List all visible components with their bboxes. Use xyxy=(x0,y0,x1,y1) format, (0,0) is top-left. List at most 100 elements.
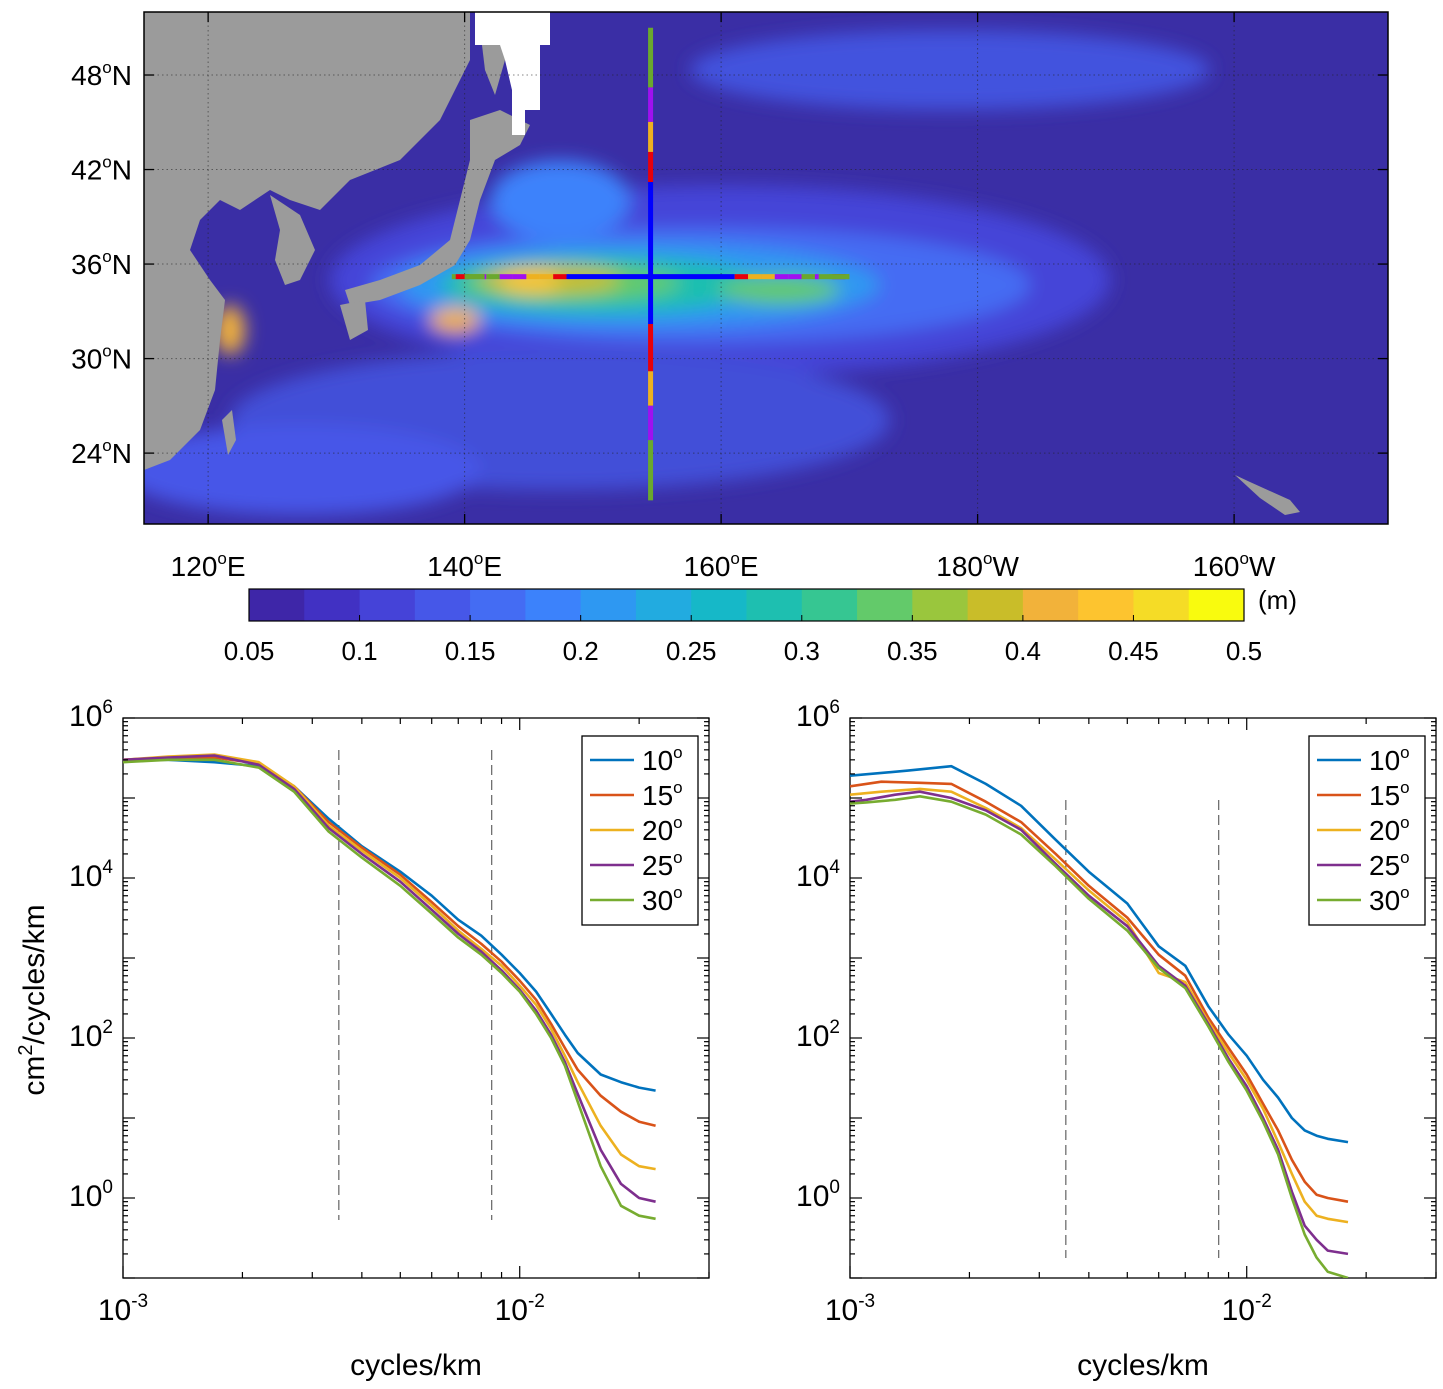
colorbar: 0.05 0.1 0.15 0.2 0.25 0.3 0.35 0.4 0.45 0.5 (m) xyxy=(224,585,1297,666)
colorbar-cell xyxy=(359,589,416,621)
colorbar-cell xyxy=(414,589,471,621)
colorbar-tick-label: 0.35 xyxy=(887,636,938,666)
colorbar-tick-label: 0.4 xyxy=(1005,636,1041,666)
korea xyxy=(270,195,315,285)
colorbar-cell xyxy=(635,589,692,621)
spectrum-line-30 xyxy=(123,758,656,1221)
colorbar-cell xyxy=(746,589,803,621)
spectrum-panel-left: 10-3 10-2 100 102 104 106 cycles/km cm2/cycle… xyxy=(15,697,710,1382)
panel-left-xlabel: cycles/km xyxy=(350,1349,482,1382)
legend-label: 20o xyxy=(642,813,683,846)
panel-left-lines xyxy=(123,750,656,1221)
colorbar-cells xyxy=(249,589,1245,621)
asia-mainland xyxy=(144,12,470,470)
taiwan xyxy=(222,410,236,455)
map-lat-label: 42oN xyxy=(71,153,132,186)
spectrum-line-20 xyxy=(123,753,656,1171)
hawaii xyxy=(1235,475,1300,515)
legend-label: 30o xyxy=(1369,883,1410,916)
legend-label: 15o xyxy=(1369,778,1410,811)
map-grid xyxy=(144,12,1388,524)
colorbar-tick-label: 0.5 xyxy=(1226,636,1262,666)
map-lat-label: 30oN xyxy=(71,342,132,375)
colorbar-cell xyxy=(801,589,858,621)
colorbar-cell xyxy=(857,589,913,621)
colorbar-cell xyxy=(470,589,526,621)
colorbar-cell xyxy=(1133,589,1190,621)
panel-right-axes: 10-3 10-2 100 102 104 106 xyxy=(796,697,1437,1327)
colorbar-tick-label: 0.2 xyxy=(563,636,599,666)
transects xyxy=(451,27,850,501)
map-lat-label: 36oN xyxy=(71,247,132,280)
colorbar-cell xyxy=(967,589,1024,621)
map-frame xyxy=(143,11,1389,525)
panel-right-xlabel: cycles/km xyxy=(1077,1349,1209,1382)
colorbar-tick-label: 0.1 xyxy=(341,636,377,666)
y-tick-label: 104 xyxy=(69,857,113,893)
colorbar-cell xyxy=(525,589,582,621)
panel-left-ylabel: cm2/cycles/km xyxy=(15,904,51,1095)
y-tick-label: 104 xyxy=(796,857,840,893)
sea-ice-mask xyxy=(475,12,550,135)
x-tick-label: 10-2 xyxy=(495,1291,545,1327)
y-tick-label: 102 xyxy=(69,1017,113,1053)
colorbar-tick-label: 0.15 xyxy=(445,636,496,666)
map-lat-label: 24oN xyxy=(71,436,132,469)
colorbar-tick-label: 0.3 xyxy=(784,636,820,666)
y-tick-label: 106 xyxy=(69,697,113,733)
colorbar-cell xyxy=(304,589,361,621)
legend-label: 20o xyxy=(1369,813,1410,846)
x-tick-label: 10-3 xyxy=(825,1291,875,1327)
map-longitude-labels: 120oE 140oE 160oE 180oW 160oW xyxy=(171,549,1276,582)
y-tick-label: 106 xyxy=(796,697,840,733)
y-tick-label: 100 xyxy=(69,1177,113,1213)
spectrum-line-25 xyxy=(850,790,1349,1256)
spectrum-line-25 xyxy=(123,754,656,1203)
japan xyxy=(345,110,530,305)
map-lat-label: 48oN xyxy=(71,58,132,91)
map-lon-label: 180oW xyxy=(936,549,1019,582)
legend-label: 25o xyxy=(642,848,683,881)
y-tick-label: 102 xyxy=(796,1017,840,1053)
spectrum-panel-right: 10-3 10-2 100 102 104 106 cycles/km 10o15o20o… xyxy=(796,697,1437,1382)
y-tick-label: 100 xyxy=(796,1177,840,1213)
spectrum-line-10 xyxy=(850,764,1349,1144)
x-tick-label: 10-3 xyxy=(98,1291,148,1327)
legend-label: 15o xyxy=(642,778,683,811)
colorbar-cell xyxy=(691,589,747,621)
colorbar-tick-labels: 0.05 0.1 0.15 0.2 0.25 0.3 0.35 0.4 0.45 0.5 xyxy=(224,615,1262,666)
colorbar-unit: (m) xyxy=(1258,585,1297,615)
map-lon-label: 160oE xyxy=(684,549,759,582)
kyushu xyxy=(340,300,368,340)
colorbar-cell xyxy=(580,589,637,621)
colorbar-cell xyxy=(1188,589,1245,621)
colorbar-cell xyxy=(912,589,969,621)
map-lon-label: 140oE xyxy=(427,549,502,582)
spectrum-line-15 xyxy=(850,780,1349,1203)
ssh-variability-field xyxy=(144,30,1210,515)
colorbar-cell xyxy=(1078,589,1134,621)
map-lon-label: 160oW xyxy=(1193,549,1276,582)
panel-right-lines xyxy=(850,764,1349,1278)
colorbar-cell xyxy=(249,589,305,621)
x-tick-label: 10-2 xyxy=(1222,1291,1272,1327)
spectrum-line-20 xyxy=(850,787,1349,1224)
legend-label: 10o xyxy=(1369,743,1410,776)
legend-label: 10o xyxy=(642,743,683,776)
colorbar-frame xyxy=(248,588,1245,622)
map-lon-label: 120oE xyxy=(171,549,246,582)
colorbar-tick-label: 0.25 xyxy=(666,636,717,666)
land-masses xyxy=(144,12,1300,515)
colorbar-cell xyxy=(1022,589,1079,621)
map-latitude-labels: 24oN 30oN 36oN 42oN 48oN xyxy=(71,58,132,469)
legend-label: 25o xyxy=(1369,848,1410,881)
panel-left-axes: 10-3 10-2 100 102 104 106 xyxy=(69,697,710,1327)
colorbar-tick-label: 0.45 xyxy=(1108,636,1159,666)
colorbar-tick-label: 0.05 xyxy=(224,636,275,666)
map-ticks xyxy=(144,12,1388,524)
spectrum-line-30 xyxy=(850,795,1349,1278)
map-panel: 120oE 140oE 160oE 180oW 160oW 24oN 30oN 36oN 42… xyxy=(71,11,1389,582)
